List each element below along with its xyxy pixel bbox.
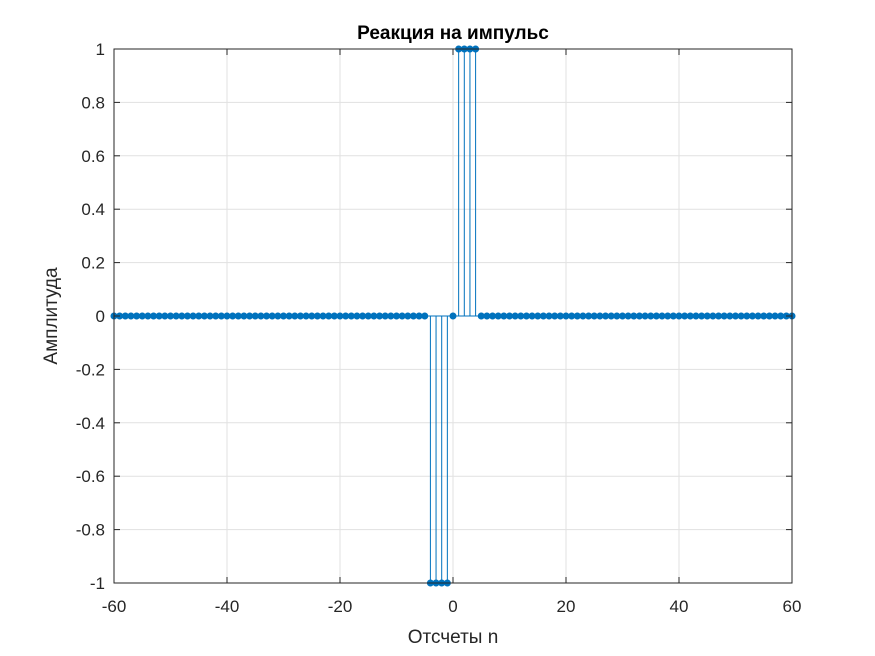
y-tick-label: 0.6 <box>81 147 105 166</box>
tick-labels: -60 -40 -20 0 20 40 60 -1 -0.8 -0.6 -0.4 -0.2 0 0.2 0.… <box>76 40 802 616</box>
stem-series <box>110 45 796 587</box>
x-tick-label: 60 <box>783 597 802 616</box>
chart-title: Реакция на импульс <box>357 23 549 44</box>
x-axis-label: Отсчеты n <box>408 627 499 648</box>
axes-box <box>113 48 793 584</box>
stem-marker <box>449 312 457 320</box>
y-tick-label: -0.4 <box>76 414 105 433</box>
y-tick-label: 0.2 <box>81 254 105 273</box>
y-tick-label: -0.6 <box>76 467 105 486</box>
x-tick-label: 40 <box>670 597 689 616</box>
y-tick-label: 0 <box>96 307 105 326</box>
y-tick-label: 0.4 <box>81 200 105 219</box>
x-tick-label: -20 <box>328 597 353 616</box>
x-tick-label: 0 <box>448 597 457 616</box>
y-tick-label: 0.8 <box>81 93 105 112</box>
y-axis-label: Амплитуда <box>41 267 62 365</box>
y-tick-label: 1 <box>96 40 105 59</box>
y-tick-label: -0.2 <box>76 360 105 379</box>
y-tick-label: -1 <box>90 574 105 593</box>
x-tick-label: -60 <box>102 597 127 616</box>
stem-marker <box>421 312 429 320</box>
y-tick-label: -0.8 <box>76 521 105 540</box>
x-tick-label: 20 <box>557 597 576 616</box>
x-tick-label: -40 <box>215 597 240 616</box>
